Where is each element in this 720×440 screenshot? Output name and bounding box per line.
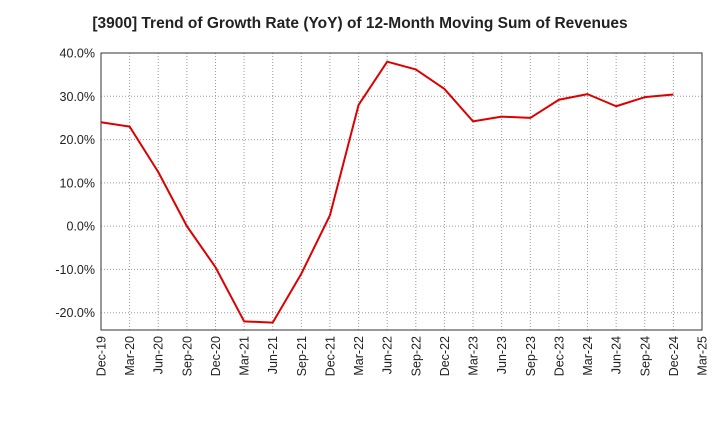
x-tick-label: Jun-20 [152,336,166,374]
axis-layer [100,52,703,331]
x-tick-label: Jun-23 [495,336,509,374]
x-tick-label: Dec-20 [209,336,223,376]
y-tick-label: -20.0% [55,306,95,320]
x-tick-label: Mar-21 [238,336,252,376]
x-tick-label: Dec-24 [667,336,681,376]
y-tick-label: 40.0% [60,47,95,61]
x-tick-label: Dec-22 [438,336,452,376]
x-tick-label: Mar-20 [123,336,137,376]
y-tick-label: -10.0% [55,263,95,277]
x-tick-label: Sep-21 [295,336,309,376]
series-line [100,60,674,324]
x-tick-label: Sep-23 [524,336,538,376]
x-tick-label: Dec-19 [95,336,109,376]
grid-layer [100,52,703,330]
x-tick-label: Mar-25 [696,336,710,376]
x-tick-label: Dec-21 [323,336,337,376]
y-tick-label: 30.0% [60,90,95,104]
series-layer [100,60,674,324]
chart-title: [3900] Trend of Growth Rate (YoY) of 12-… [92,15,628,32]
x-tick-label: Mar-22 [352,336,366,376]
x-tick-label: Sep-20 [180,336,194,376]
x-tick-label: Dec-23 [552,336,566,376]
label-layer: -20.0% -10.0% 0.0% 10.0% 20.0% 30.0% 40.0% Dec-… [55,47,709,377]
plot-frame [100,52,703,331]
y-tick-label: 20.0% [60,133,95,147]
y-tick-label: 0.0% [67,220,96,234]
plot-area [101,53,702,330]
x-tick-label: Sep-22 [409,336,423,376]
x-tick-label: Jun-24 [610,336,624,374]
x-tick-label: Sep-24 [638,336,652,376]
x-tick-label: Jun-21 [266,336,280,374]
x-tick-label: Jun-22 [381,336,395,374]
y-tick-label: 10.0% [60,176,95,190]
x-tick-label: Mar-24 [581,336,595,376]
x-tick-label: Mar-23 [467,336,481,376]
